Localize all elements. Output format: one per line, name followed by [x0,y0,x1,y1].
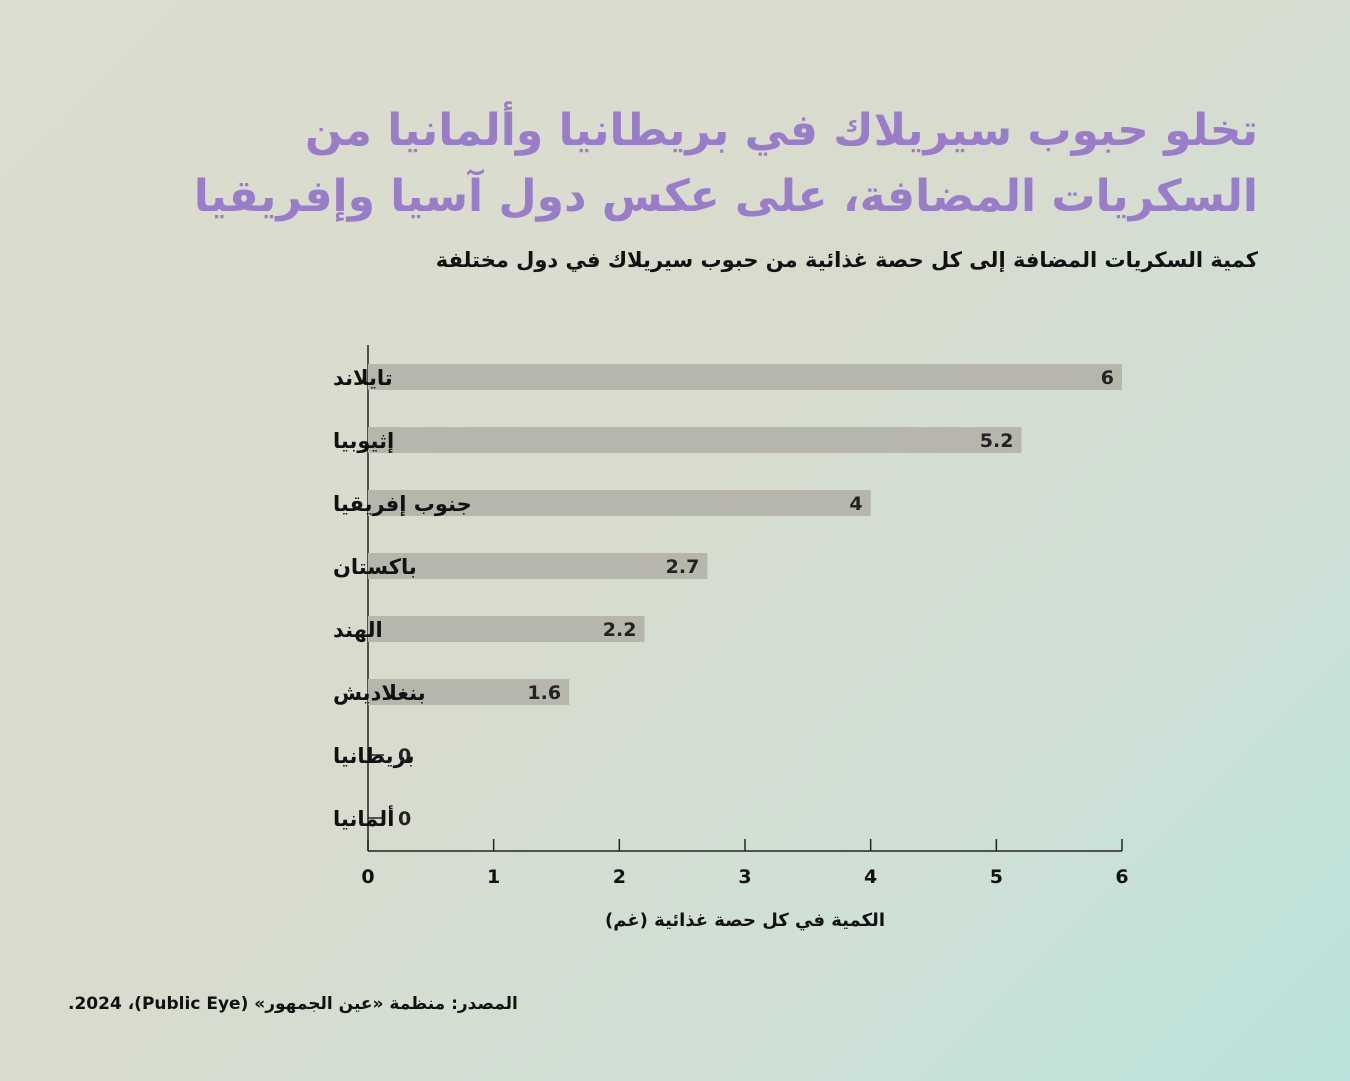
x-axis-title: الكمية في كل حصة غذائية (غم) [605,910,885,931]
title-line-1: تخلو حبوب سيريلاك في بريطانيا وألمانيا م… [305,105,1258,156]
data-label: 1.6 [527,682,561,704]
chart-subtitle: كمية السكريات المضافة إلى كل حصة غذائية … [435,248,1258,272]
category-label: بنغلاديش [333,681,426,705]
x-tick-label: 0 [361,866,374,888]
data-label: 6 [1101,367,1114,389]
data-label: 2.7 [666,556,700,578]
bar-0 [368,364,1122,390]
data-label: 0 [398,808,411,830]
category-label: الهند [333,618,383,642]
data-label: 0 [398,745,411,767]
x-tick-label: 2 [613,866,626,888]
bar-2 [368,490,871,516]
category-label: إثيوبيا [333,429,394,453]
x-tick-label: 3 [738,866,751,888]
category-label: جنوب إفريقيا [333,492,472,516]
x-tick-label: 4 [864,866,877,888]
data-label: 2.2 [603,619,637,641]
bar-3 [368,553,708,579]
x-tick-label: 5 [990,866,1003,888]
bar-1 [368,427,1022,453]
bar-chart: تايلاند 6 إثيوبيا 5.2 جنوب إفريقيا 4 باكستان 2.… [333,345,1129,931]
category-label: باكستان [333,555,417,579]
data-label: 5.2 [980,430,1014,452]
bar-5 [368,679,570,705]
bar-4 [368,616,645,642]
chart-title: تخلو حبوب سيريلاك في بريطانيا وألمانيا م… [158,98,1258,230]
category-label: ألمانيا [333,804,394,831]
title-line-2: السكريات المضافة، على عكس دول آسيا وإفري… [193,171,1258,222]
x-tick-label: 1 [487,866,500,888]
x-tick-label: 6 [1115,866,1128,888]
source-note: المصدر: منظمة «عين الجمهور» (Public Eye)… [68,994,518,1014]
category-label: بريطانيا [333,744,415,768]
data-label: 4 [849,493,862,515]
category-label: تايلاند [333,366,393,390]
